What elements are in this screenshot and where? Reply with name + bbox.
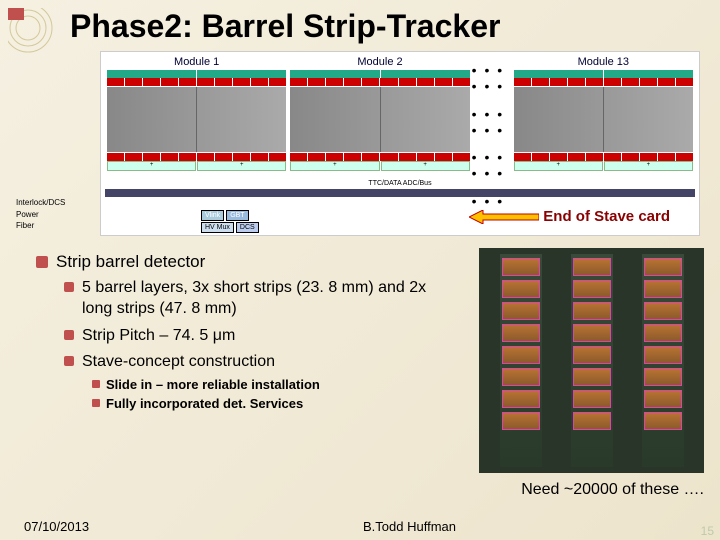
- bullet-icon: [92, 399, 100, 407]
- bus-label: TTC/DATA ADC/Bus: [368, 180, 431, 187]
- bullet-level3: Slide in – more reliable installation: [92, 377, 456, 392]
- bullet-level2: Strip Pitch – 74. 5 μm: [64, 326, 456, 347]
- page-number: 15: [701, 524, 714, 538]
- slide-title: Phase2: Barrel Strip-Tracker: [0, 0, 720, 49]
- bullet-level3: Fully incorporated det. Services: [92, 396, 456, 411]
- bullet-level2: 5 barrel layers, 3x short strips (23. 8 …: [64, 278, 456, 320]
- diagram-side-labels: Interlock/DCS Power Fiber: [16, 197, 65, 231]
- bullet-icon: [64, 282, 74, 292]
- module-2: Module 2 ++: [290, 56, 469, 231]
- photo-caption: Need ~20000 of these ….: [521, 481, 704, 499]
- bullet-level2: Stave-concept construction: [64, 352, 456, 373]
- module-1: Module 1 ++: [107, 56, 286, 231]
- corner-decoration: [8, 8, 68, 68]
- stave-photo: Need ~20000 of these ….: [479, 248, 704, 473]
- bullet-icon: [92, 380, 100, 388]
- module-ellipsis: • • • • • •• • • • • •• • • • • •• • • •…: [472, 56, 512, 231]
- footer-author: B.Todd Huffman: [363, 519, 456, 534]
- end-of-stave-callout: End of Stave card: [469, 208, 670, 225]
- callout-text: End of Stave card: [543, 208, 670, 225]
- eos-block-2: Vlink GBT: [201, 210, 249, 221]
- bus-bar: [105, 189, 695, 197]
- footer-date: 07/10/2013: [24, 519, 89, 534]
- bullet-icon: [64, 330, 74, 340]
- eos-block: HV Mux DCS: [201, 222, 259, 233]
- bullet-icon: [64, 356, 74, 366]
- slide-footer: 07/10/2013 B.Todd Huffman: [0, 519, 720, 534]
- bullet-icon: [36, 256, 48, 268]
- module-13: Module 13 ++: [514, 56, 693, 231]
- arrow-icon: [469, 210, 539, 224]
